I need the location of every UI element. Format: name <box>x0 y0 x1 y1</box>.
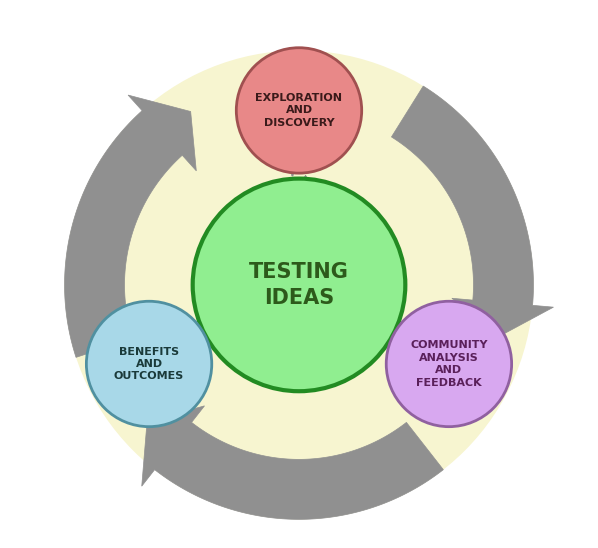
Polygon shape <box>65 95 196 357</box>
Text: COMMUNITY
ANALYSIS
AND
FEEDBACK: COMMUNITY ANALYSIS AND FEEDBACK <box>410 340 488 387</box>
Text: BENEFITS
AND
OUTCOMES: BENEFITS AND OUTCOMES <box>114 346 184 381</box>
Circle shape <box>386 301 512 427</box>
Polygon shape <box>142 406 443 520</box>
Polygon shape <box>392 86 554 338</box>
Circle shape <box>86 301 212 427</box>
Text: TESTING
IDEAS: TESTING IDEAS <box>249 262 349 308</box>
Circle shape <box>65 50 533 520</box>
Circle shape <box>236 48 362 173</box>
Text: EXPLORATION
AND
DISCOVERY: EXPLORATION AND DISCOVERY <box>255 93 343 128</box>
Circle shape <box>193 179 405 391</box>
